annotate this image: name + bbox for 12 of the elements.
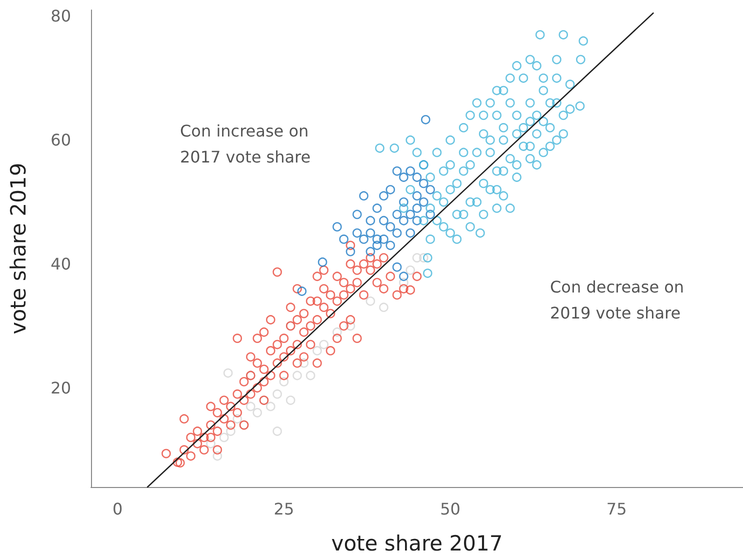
x-tick-label: 50 xyxy=(440,500,460,518)
x-axis-title: vote share 2017 xyxy=(331,532,503,556)
x-tick-label: 0 xyxy=(112,500,123,518)
x-tick-label: 25 xyxy=(274,500,294,518)
y-tick-label: 80 xyxy=(50,6,71,26)
annotation: Con decrease on 2019 vote share xyxy=(550,278,684,322)
y-tick-label: 60 xyxy=(50,130,71,150)
y-tick-label: 40 xyxy=(50,254,71,274)
y-axis-title: vote share 2019 xyxy=(6,162,30,334)
y-tick-label: 20 xyxy=(50,378,71,398)
x-tick-label: 75 xyxy=(606,500,627,518)
annotation: Con increase on 2017 vote share xyxy=(180,122,311,166)
